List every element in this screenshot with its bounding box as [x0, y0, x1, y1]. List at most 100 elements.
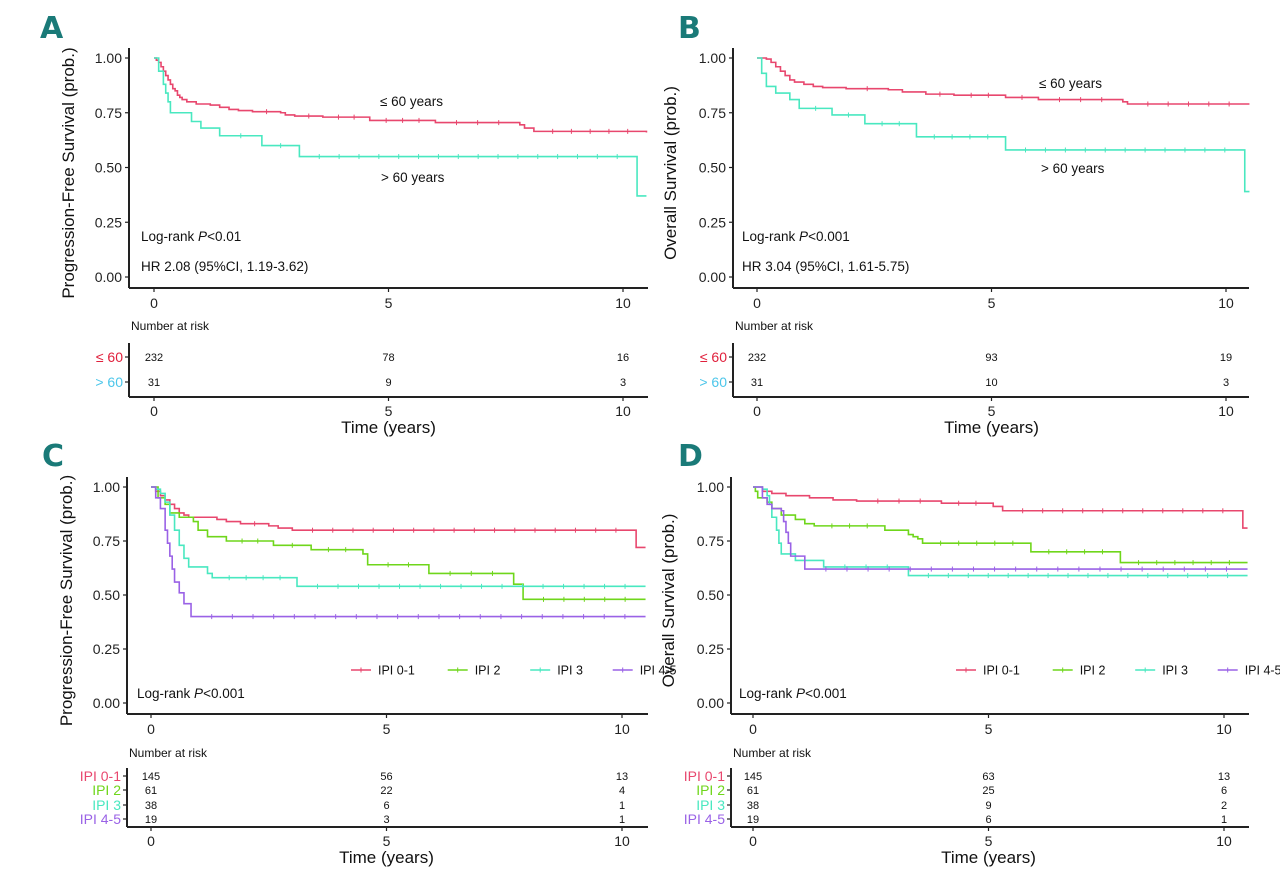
risk-count: 78 [382, 352, 394, 364]
x-tick-label: 5 [988, 295, 996, 311]
y-tick-label: 1.00 [95, 50, 122, 66]
y-tick-label: 0.50 [95, 160, 122, 176]
risk-count: 4 [619, 785, 625, 797]
curve-label-gt60: > 60 years [381, 170, 445, 185]
y-tick-label: 0.50 [697, 587, 724, 603]
y-tick-label: 0.00 [95, 269, 122, 285]
risk-count: 38 [145, 800, 157, 812]
y-axis-title: Overall Survival (prob.) [661, 86, 680, 260]
x-axis-title: Time (years) [341, 418, 436, 437]
curve-label-le60: ≤ 60 years [1039, 76, 1102, 91]
curve-label-le60: ≤ 60 years [380, 94, 443, 109]
risk-count: 145 [142, 771, 160, 783]
risk-count: 19 [145, 814, 157, 826]
risk-x-tick-label: 5 [385, 403, 393, 419]
risk-count: 38 [747, 800, 759, 812]
curve-label-gt60: > 60 years [1041, 161, 1105, 176]
risk-table-title: Number at risk [131, 319, 210, 333]
panel-c: C0.000.250.500.751.000 5 10Progression-Fre… [42, 439, 677, 867]
y-tick-label: 1.00 [93, 479, 120, 495]
risk-group-label: IPI 2 [92, 782, 121, 798]
survival-curve-ipi-4-5 [753, 486, 1248, 570]
x-tick-label: 5 [383, 721, 391, 737]
risk-count: 1 [1221, 814, 1227, 826]
hazard-ratio-annotation: HR 3.04 (95%CI, 1.61-5.75) [742, 259, 909, 274]
risk-table-title: Number at risk [129, 746, 208, 760]
risk-count: 56 [380, 771, 392, 783]
panel-letter: D [678, 439, 703, 474]
survival-curve-60 [154, 57, 648, 133]
y-tick-label: 0.75 [95, 105, 122, 121]
logrank-annotation: Log-rank P<0.001 [742, 229, 850, 244]
risk-count: 13 [1218, 771, 1230, 783]
risk-count: 93 [985, 352, 997, 364]
risk-table-title: Number at risk [735, 319, 814, 333]
risk-group-label: > 60 [95, 374, 123, 390]
x-tick-label: 10 [614, 721, 630, 737]
panel-letter: C [42, 439, 64, 474]
logrank-value: <0.001 [805, 686, 847, 701]
risk-count: 61 [747, 785, 759, 797]
x-axis-title: Time (years) [944, 418, 1039, 437]
legend-label: IPI 2 [475, 664, 501, 678]
risk-count: 232 [145, 352, 163, 364]
logrank-prefix: Log-rank [739, 686, 796, 701]
x-tick-label: 0 [749, 721, 757, 737]
risk-count: 19 [747, 814, 759, 826]
logrank-value: <0.01 [207, 229, 241, 244]
panel-b: B 0.00 0.25 0.50 0.75 1.00 0 5 10 Overall Surviva… [661, 11, 1250, 437]
risk-count: 10 [985, 377, 997, 389]
logrank-prefix: Log-rank [742, 229, 799, 244]
survival-curve-ipi-3 [151, 486, 646, 588]
risk-count: 22 [380, 785, 392, 797]
risk-count: 1 [619, 814, 625, 826]
x-tick-label: 10 [615, 295, 631, 311]
logrank-p: P [796, 686, 805, 701]
risk-count: 61 [145, 785, 157, 797]
risk-group-label: IPI 0-1 [684, 768, 725, 784]
y-tick-label: 0.75 [699, 105, 726, 121]
y-axis-title: Progression-Free Survival (prob.) [59, 47, 78, 298]
logrank-value: <0.001 [203, 686, 245, 701]
x-tick-label: 5 [385, 295, 393, 311]
legend-label: IPI 4-5 [640, 664, 677, 678]
y-tick-label: 0.00 [697, 695, 724, 711]
risk-group-label: IPI 4-5 [684, 811, 725, 827]
survival-curve-ipi-0-1 [151, 486, 646, 549]
logrank-annotation: Log-rank P<0.001 [137, 686, 245, 701]
risk-group-label: IPI 4-5 [80, 811, 121, 827]
y-tick-label: 0.25 [95, 214, 122, 230]
legend-label: IPI 3 [557, 664, 583, 678]
survival-curve-ipi-2 [151, 486, 646, 601]
survival-curve-ipi-3 [753, 486, 1248, 577]
y-axis-title: Overall Survival (prob.) [659, 514, 678, 688]
logrank-value: <0.001 [808, 229, 850, 244]
risk-count: 6 [1221, 785, 1227, 797]
risk-count: 3 [383, 814, 389, 826]
survival-curve-60 [154, 57, 647, 197]
x-axis-title: Time (years) [339, 848, 434, 867]
y-tick-label: 0.25 [93, 641, 120, 657]
x-tick-label: 0 [147, 721, 155, 737]
logrank-p: P [799, 229, 808, 244]
survival-curve-ipi-0-1 [753, 486, 1248, 529]
risk-count: 16 [617, 352, 629, 364]
y-tick-label: 1.00 [699, 50, 726, 66]
x-axis-title: Time (years) [941, 848, 1036, 867]
risk-x-tick-label: 10 [614, 833, 630, 849]
risk-group-label: IPI 2 [696, 782, 725, 798]
risk-count: 6 [383, 800, 389, 812]
logrank-annotation: Log-rank P<0.01 [141, 229, 241, 244]
x-tick-label: 0 [753, 295, 761, 311]
risk-count: 145 [744, 771, 762, 783]
risk-count: 232 [748, 352, 766, 364]
risk-x-tick-label: 5 [985, 833, 993, 849]
risk-group-label: ≤ 60 [700, 349, 727, 365]
y-tick-label: 0.00 [93, 695, 120, 711]
panel-letter: A [40, 11, 64, 46]
hazard-ratio-annotation: HR 2.08 (95%CI, 1.19-3.62) [141, 259, 308, 274]
risk-x-tick-label: 5 [383, 833, 391, 849]
risk-count: 31 [148, 377, 160, 389]
